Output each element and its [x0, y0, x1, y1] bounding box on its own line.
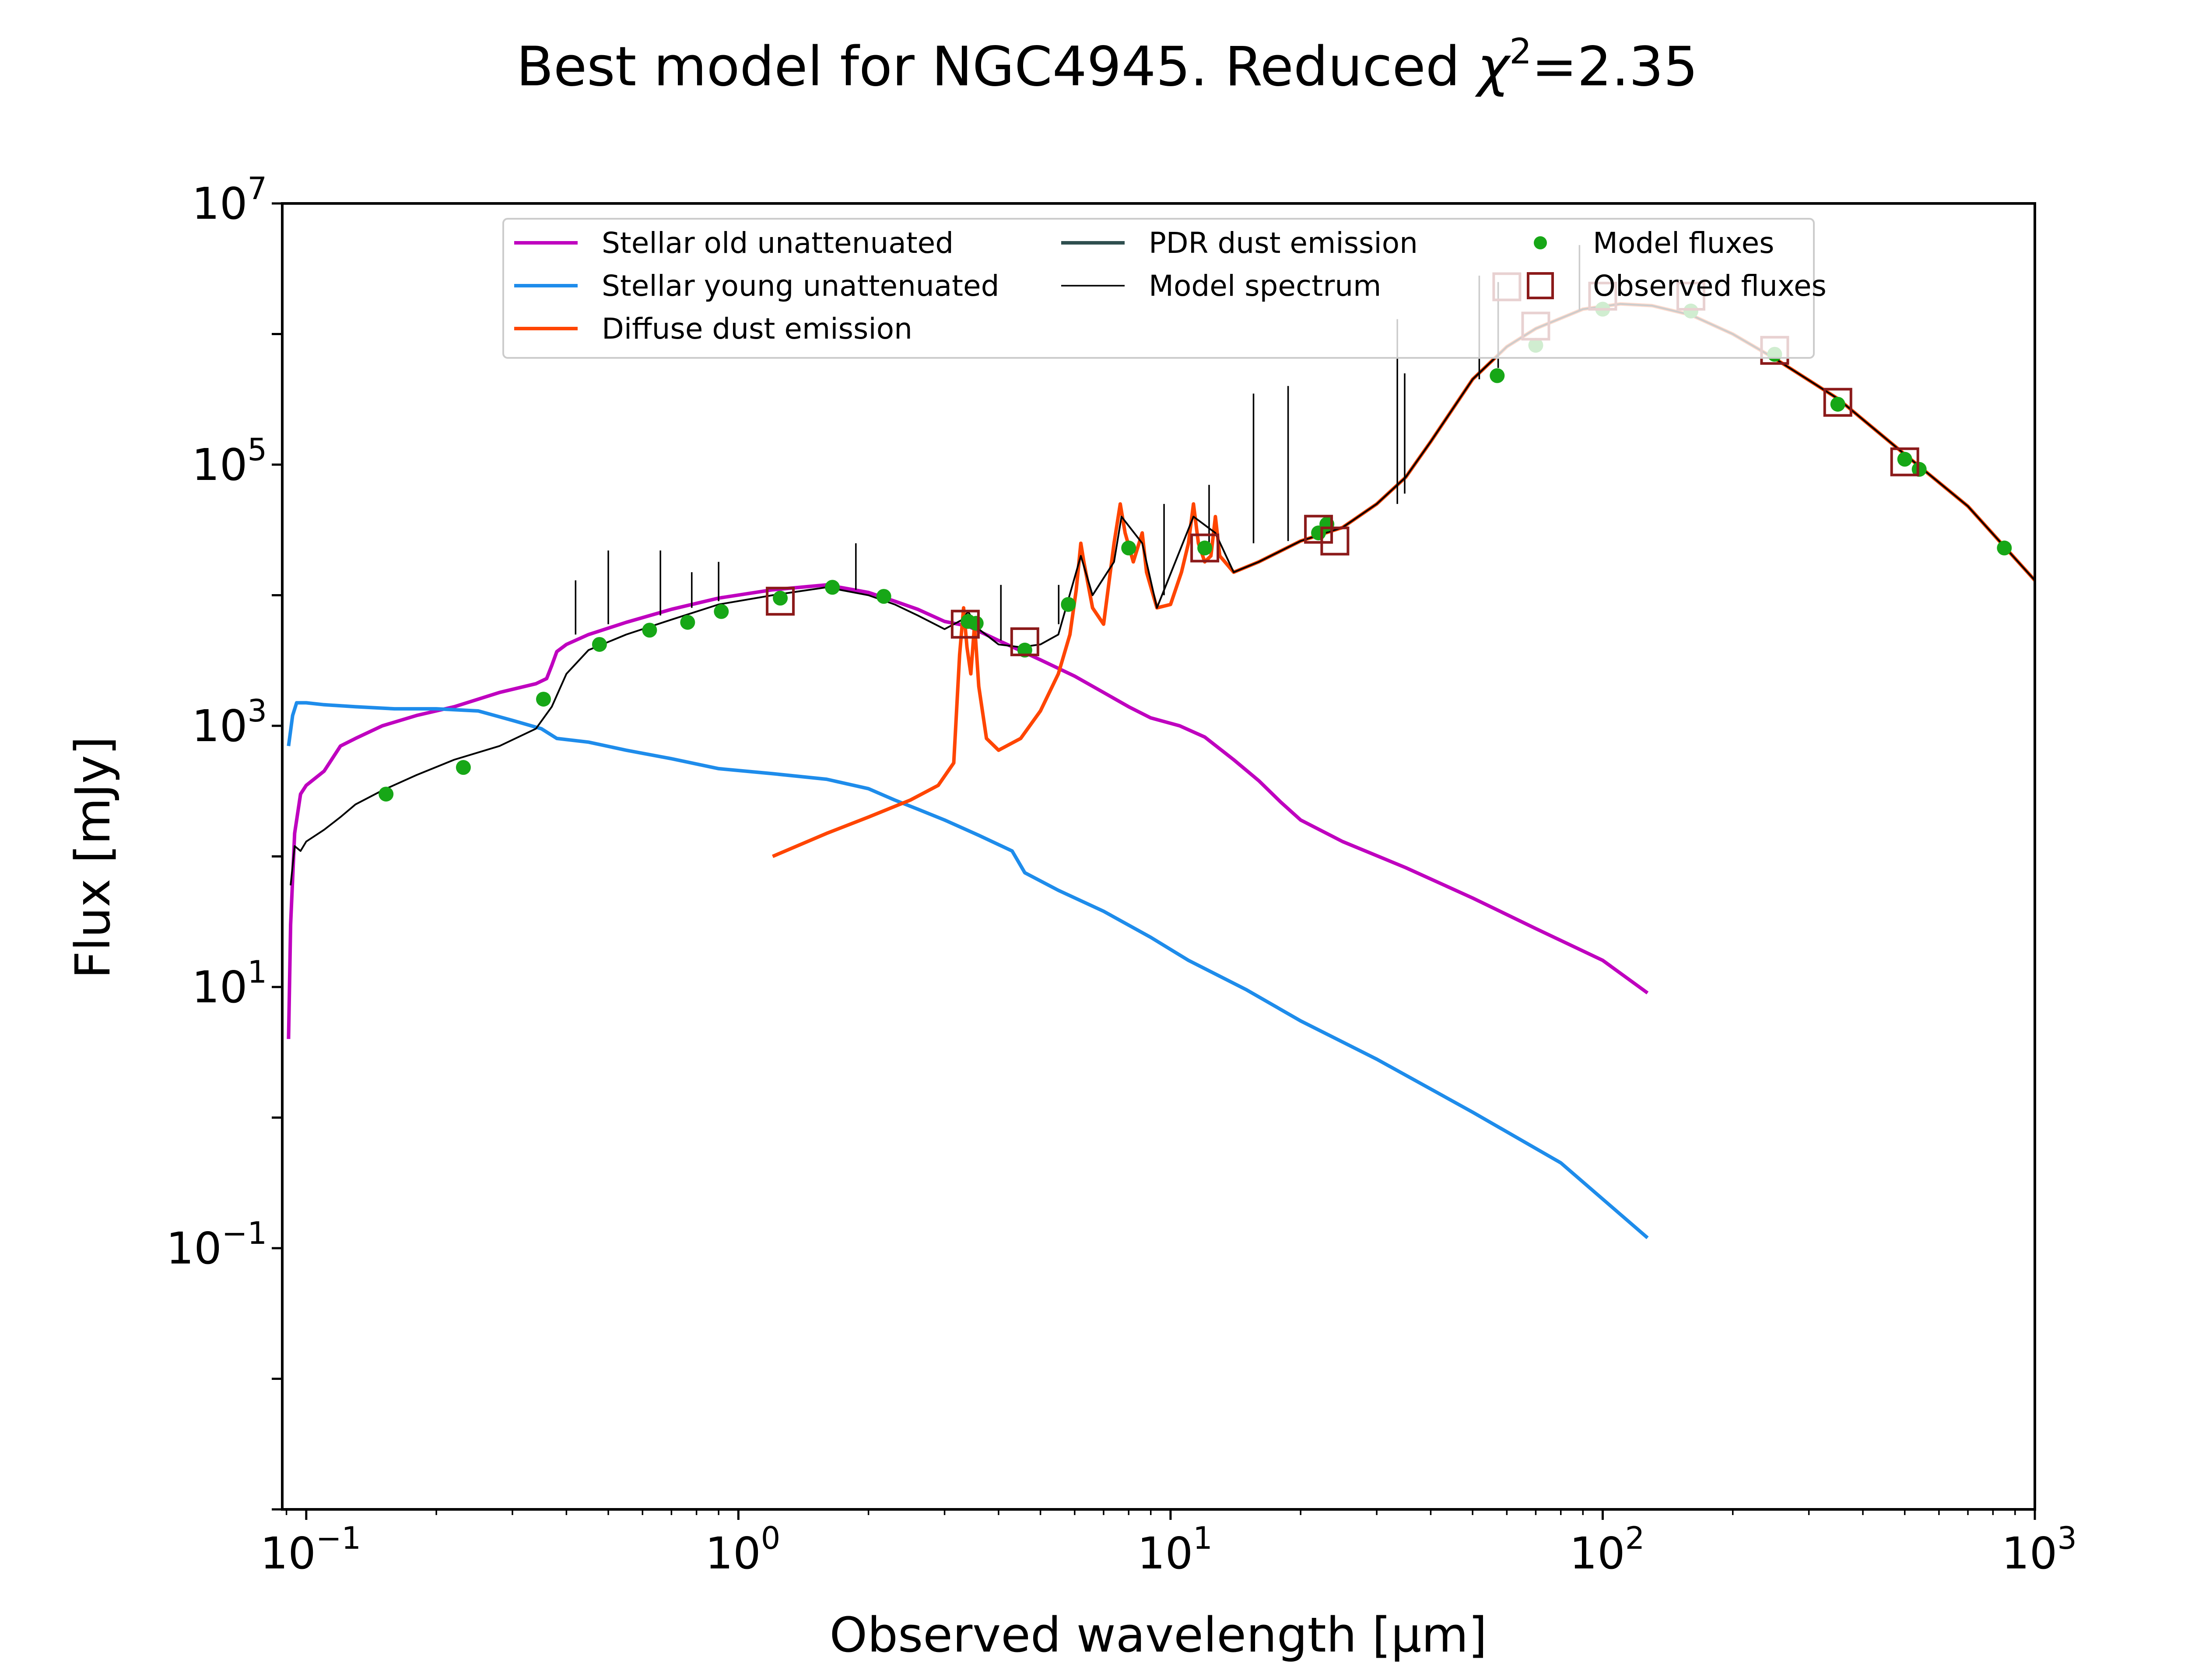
legend-label-stellar-old-unattenuated: Stellar old unattenuated	[602, 226, 954, 260]
x-tick-label-3: 102	[1570, 1520, 1645, 1579]
observed-flux-marker-1	[950, 609, 980, 639]
model-flux-point-15	[1197, 540, 1213, 556]
observed-flux-marker-5	[1320, 526, 1350, 556]
model-flux-point-25	[1911, 462, 1927, 477]
model-flux-point-13	[1061, 597, 1076, 612]
legend-label-diffuse-dust-emission: Diffuse dust emission	[602, 312, 912, 346]
plot-frame	[281, 202, 2036, 1511]
model-flux-point-11	[968, 616, 984, 631]
x-tick-label-0: 10−1	[260, 1520, 361, 1579]
model-flux-point-6	[714, 604, 729, 619]
y-tick-label-2: 103	[192, 693, 267, 752]
chart-title-tail: =2.35	[1532, 35, 1698, 98]
series-line-stellar-young-unattenuated	[287, 701, 1649, 1239]
legend-label-model-fluxes: Model fluxes	[1593, 226, 1774, 260]
model-flux-point-7	[773, 591, 788, 606]
series-line-diffuse-dust-emission	[772, 302, 2035, 858]
x-axis-label: Observed wavelength [μm]	[830, 1607, 1487, 1663]
chart-title-chi: χ	[1475, 35, 1511, 98]
y-axis-label: Flux [mJy]	[65, 736, 121, 979]
model-flux-point-14	[1121, 540, 1136, 556]
chart-title-main: Best model for NGC4945. Reduced	[516, 35, 1477, 98]
series-line-model-spectrum	[290, 303, 2035, 886]
model-flux-point-2	[536, 692, 551, 707]
series-line-stellar-old-unattenuated	[287, 583, 1649, 1039]
y-tick-label-0: 10−1	[166, 1215, 267, 1274]
model-flux-point-8	[825, 580, 840, 595]
legend-label-model-spectrum: Model spectrum	[1149, 269, 1381, 303]
ticks-layer: 10−1 100 101 102 103 10−1 101 103 105 107	[166, 171, 2077, 1579]
chart-title: Best model for NGC4945. Reduced χ2=2.35	[516, 31, 1698, 98]
y-tick-label-4: 107	[192, 171, 267, 229]
legend: Stellar old unattenuated Stellar young un…	[502, 218, 1827, 359]
model-flux-point-3	[592, 637, 607, 652]
observed-flux-marker-2	[1010, 627, 1039, 656]
y-tick-label-3: 105	[192, 432, 267, 490]
chart-title-sup: 2	[1509, 31, 1532, 72]
legend-label-pdr-dust-emission: PDR dust emission	[1149, 226, 1418, 260]
legend-label-observed-fluxes: Observed fluxes	[1593, 269, 1827, 303]
observed-flux-marker-11	[1823, 388, 1852, 417]
legend-label-stellar-young-unattenuated: Stellar young unattenuated	[602, 269, 999, 303]
observed-flux-marker-3	[1190, 533, 1220, 563]
model-flux-point-1	[456, 760, 471, 775]
x-tick-label-4: 103	[2002, 1520, 2077, 1579]
observed-flux-marker-4	[1304, 514, 1333, 544]
model-flux-point-26	[1997, 540, 2012, 556]
model-flux-point-0	[379, 787, 394, 802]
model-flux-point-4	[642, 623, 657, 638]
y-tick-label-1: 101	[192, 954, 267, 1013]
model-flux-point-24	[1897, 452, 1912, 467]
x-tick-label-1: 100	[705, 1520, 780, 1579]
model-flux-point-18	[1490, 368, 1505, 383]
legend-swatch-model-fluxes	[1534, 236, 1547, 249]
legend-box	[502, 218, 1815, 359]
observed-flux-marker-0	[766, 587, 795, 616]
legend-swatch-observed-fluxes	[1527, 272, 1554, 299]
model-flux-point-23	[1830, 396, 1845, 412]
x-tick-label-2: 101	[1137, 1520, 1213, 1579]
series-layer	[287, 245, 2035, 1239]
model-flux-point-9	[876, 589, 891, 604]
observed-flux-marker-12	[1890, 447, 1919, 476]
model-flux-point-5	[680, 615, 695, 630]
